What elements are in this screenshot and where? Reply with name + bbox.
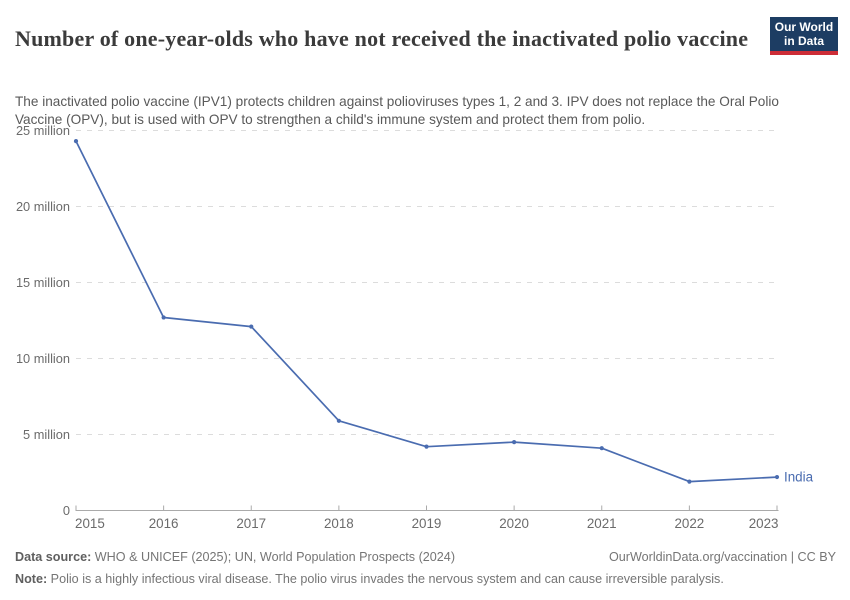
- data-point: [424, 444, 429, 449]
- data-point: [687, 479, 692, 484]
- y-axis-tick-label: 20 million: [16, 199, 70, 214]
- owid-logo: Our World in Data: [770, 17, 838, 55]
- chart-footer: Data source: WHO & UNICEF (2025); UN, Wo…: [15, 549, 836, 587]
- chart-subtitle: The inactivated polio vaccine (IPV1) pro…: [15, 93, 779, 128]
- y-axis-tick-label: 0: [63, 503, 70, 518]
- x-axis-tick-label: 2017: [236, 516, 266, 531]
- page-title: Number of one-year-olds who have not rec…: [15, 25, 749, 51]
- footer-note-row: Note: Polio is a highly infectious viral…: [15, 571, 836, 587]
- data-source-text: WHO & UNICEF (2025); UN, World Populatio…: [91, 550, 456, 564]
- x-axis-tick-label: 2021: [587, 516, 617, 531]
- x-axis-tick-label: 2015: [75, 516, 105, 531]
- x-axis-tick-label: 2020: [499, 516, 529, 531]
- y-axis-tick-label: 10 million: [16, 351, 70, 366]
- y-axis-tick-label: 5 million: [23, 427, 70, 442]
- x-axis-tick-label: 2022: [674, 516, 704, 531]
- x-axis-tick-label: 2023: [749, 516, 779, 531]
- x-axis-tick-label: 2019: [412, 516, 442, 531]
- x-axis-tick-label: 2016: [149, 516, 179, 531]
- series-label: India: [784, 470, 814, 485]
- note-label: Note:: [15, 572, 48, 586]
- data-point: [512, 440, 517, 445]
- y-axis-tick-label: 15 million: [16, 275, 70, 290]
- data-point: [336, 418, 341, 423]
- data-point: [774, 474, 780, 480]
- x-axis-tick-label: 2018: [324, 516, 354, 531]
- footer-source-row: Data source: WHO & UNICEF (2025); UN, Wo…: [15, 549, 836, 565]
- owid-license-link[interactable]: OurWorldinData.org/vaccination | CC BY: [608, 550, 836, 564]
- data-source-label: Data source:: [15, 550, 92, 564]
- data-point: [161, 315, 166, 320]
- y-axis-tick-label: 25 million: [16, 123, 70, 138]
- owid-logo-line2: in Data: [783, 33, 824, 48]
- owid-logo-line1: Our World: [774, 20, 834, 34]
- data-line: [75, 140, 778, 483]
- data-point: [73, 139, 79, 144]
- data-source: Data source: WHO & UNICEF (2025); UN, Wo…: [15, 549, 455, 565]
- data-point: [249, 324, 254, 329]
- note-text: Polio is a highly infectious viral disea…: [47, 572, 724, 586]
- data-point: [599, 446, 604, 451]
